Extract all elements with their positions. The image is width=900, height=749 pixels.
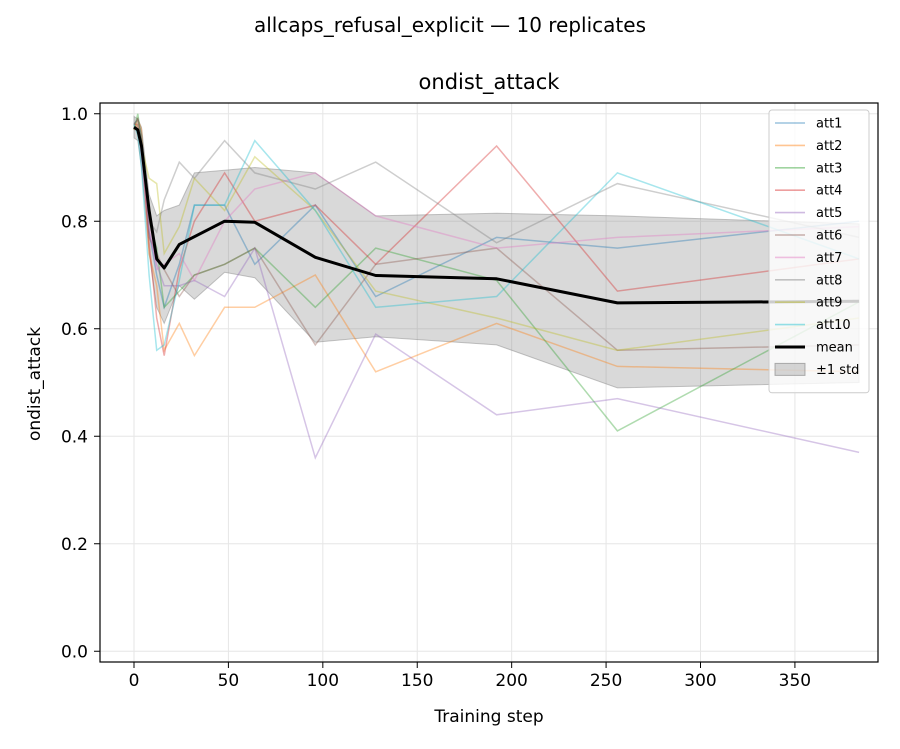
plot-area <box>99 102 879 663</box>
legend-swatch-std <box>774 362 806 376</box>
y-tick-label-3: 0.6 <box>61 320 88 340</box>
x-tick-label-4: 200 <box>495 671 527 691</box>
y-tick-label-2: 0.4 <box>61 427 88 447</box>
legend-label-7: att8 <box>816 273 842 288</box>
x-axis-label: Training step <box>433 707 543 727</box>
x-tick-label-3: 150 <box>401 671 433 691</box>
legend-label-11: ±1 std <box>816 363 859 378</box>
legend-label-1: att2 <box>816 139 842 154</box>
axis-ticks: 0 50 100 150 200 250 300 350 0.0 0.2 0.4 0.6 0.8 1.0 <box>61 105 811 691</box>
legend-label-10: mean <box>816 341 853 356</box>
x-tick-label-0: 0 <box>129 671 140 691</box>
legend-label-4: att5 <box>816 206 842 221</box>
series-line-att10 <box>133 124 860 352</box>
x-tick-label-5: 250 <box>590 671 622 691</box>
y-tick-label-0: 0.0 <box>61 642 88 662</box>
series-line-mean <box>133 125 860 305</box>
chart-suptitle: allcaps_refusal_explicit — 10 replicates <box>254 13 646 37</box>
legend-label-0: att1 <box>816 117 842 132</box>
legend-label-9: att10 <box>816 318 851 333</box>
legend-label-5: att6 <box>816 229 842 244</box>
x-tick-label-1: 50 <box>218 671 240 691</box>
x-tick-label-2: 100 <box>307 671 339 691</box>
y-axis-label: ondist_attack <box>25 327 45 441</box>
y-tick-label-5: 1.0 <box>61 105 88 125</box>
legend-label-8: att9 <box>816 296 842 311</box>
x-tick-label-7: 350 <box>779 671 811 691</box>
legend-box <box>768 109 870 394</box>
grid <box>100 103 878 662</box>
legend-label-3: att4 <box>816 184 842 199</box>
legend: att1 att2 att3 att4 att5 att6 att7 att8 att9 att1… <box>768 109 870 394</box>
legend-label-2: att3 <box>816 161 842 176</box>
y-tick-label-1: 0.2 <box>61 535 88 555</box>
chart-title: ondist_attack <box>419 70 561 95</box>
x-tick-label-6: 300 <box>684 671 716 691</box>
series-line-att5 <box>133 122 860 460</box>
y-tick-label-4: 0.8 <box>61 212 88 232</box>
mean-layer <box>133 125 860 305</box>
legend-label-6: att7 <box>816 251 842 266</box>
